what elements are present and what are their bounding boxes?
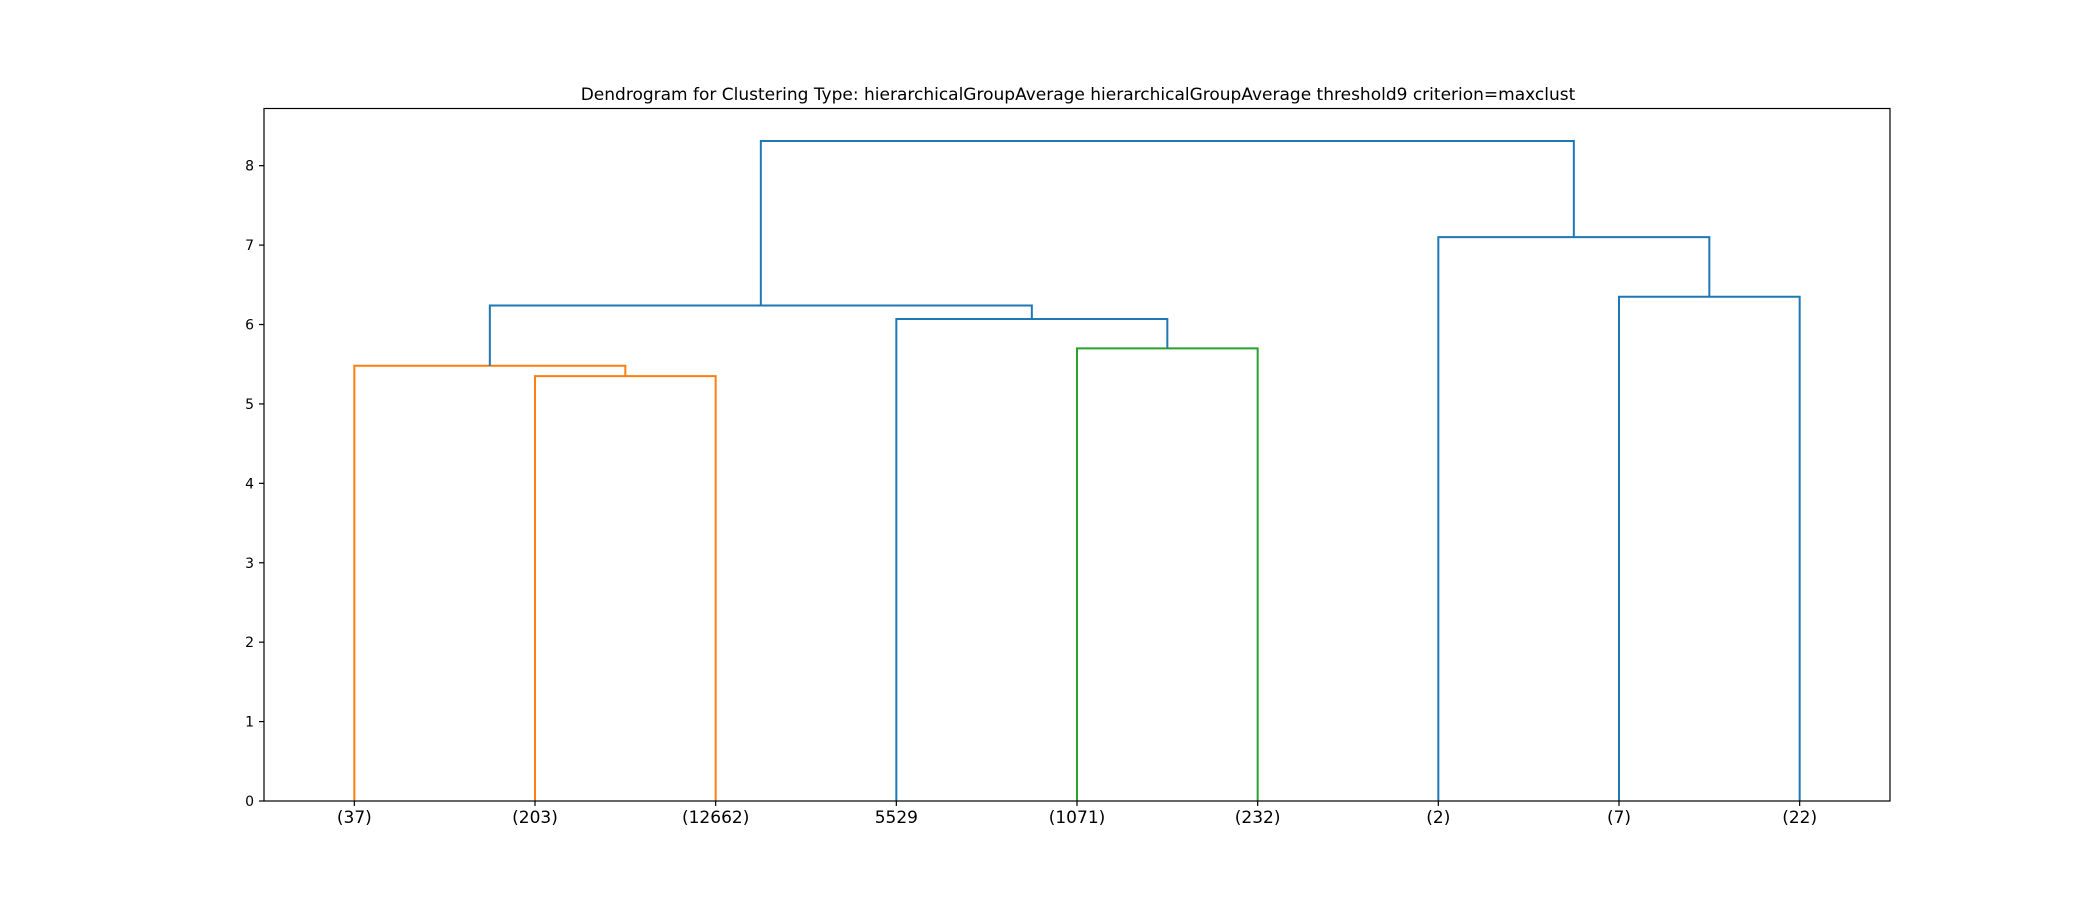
leaf-label-6: (232) <box>1235 808 1281 828</box>
leaf-label-5: (1071) <box>1049 808 1106 828</box>
leaf-label-7: (2) <box>1426 808 1450 828</box>
leaf-label-4: 5529 <box>875 808 918 828</box>
y-tick-label-2: 2 <box>245 635 254 651</box>
leaf-label-9: (22) <box>1782 808 1817 828</box>
y-axis: 0 1 2 3 4 5 6 7 8 <box>245 159 264 810</box>
y-tick-label-7: 7 <box>245 238 254 254</box>
y-tick-label-1: 1 <box>245 715 254 731</box>
leaf-label-2: (203) <box>512 808 558 828</box>
chart-title: Dendrogram for Clustering Type: hierarch… <box>581 85 1576 105</box>
y-tick-label-8: 8 <box>245 159 254 175</box>
dendrogram-link-8 <box>759 140 1575 306</box>
dendrogram-link-3 <box>1076 347 1259 801</box>
y-tick-label-4: 4 <box>245 476 254 492</box>
plot-area-frame <box>263 107 1891 802</box>
dendrogram-link-7 <box>1437 236 1711 801</box>
y-tick-label-3: 3 <box>245 556 254 572</box>
dendrogram-links <box>353 140 1801 801</box>
leaf-label-3: (12662) <box>682 808 749 828</box>
dendrogram-link-6 <box>1618 295 1801 801</box>
y-tick-label-0: 0 <box>245 794 254 810</box>
dendrogram-link-5 <box>488 304 1033 366</box>
leaf-label-8: (7) <box>1607 808 1631 828</box>
y-tick-label-6: 6 <box>245 318 254 334</box>
leaf-label-1: (37) <box>337 808 372 828</box>
x-axis: (37) (203) (12662) 5529 (1071) (232) (2) (7) (22… <box>337 801 1817 828</box>
y-tick-label-5: 5 <box>245 397 254 413</box>
